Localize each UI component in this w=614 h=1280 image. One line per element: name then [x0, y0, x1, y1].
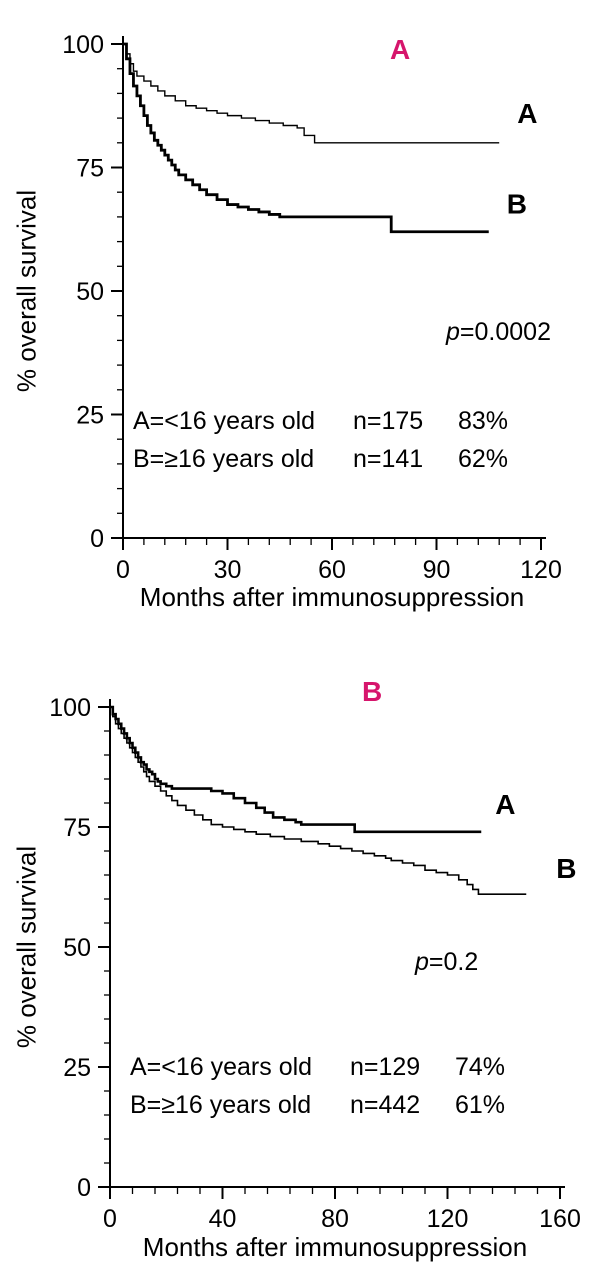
- x-tick-label: 160: [539, 1205, 581, 1233]
- x-tick-label: 40: [209, 1205, 237, 1233]
- y-tick-label: 25: [76, 402, 104, 430]
- legend-series-label: A=<16 years old: [133, 406, 316, 435]
- x-axis-label: Months after immunosuppression: [142, 1232, 528, 1262]
- x-tick-label: 0: [116, 556, 130, 584]
- p-number: =0.2: [428, 948, 479, 976]
- legend-row: B=≥16 years old n=141 62%: [133, 440, 508, 478]
- legend-n: n=141: [353, 444, 424, 473]
- panel-a-title: A: [390, 34, 411, 65]
- p-symbol: p: [446, 318, 460, 346]
- p-symbol: p: [415, 948, 429, 976]
- y-tick-label: 0: [77, 1174, 91, 1202]
- y-tick-label: 100: [49, 694, 91, 722]
- y-tick-label: 25: [63, 1054, 91, 1082]
- curve-end-label-B: B: [507, 189, 527, 220]
- x-tick-label: 120: [520, 556, 562, 584]
- survival-curve-B: [110, 706, 527, 895]
- legend-pct: 74%: [455, 1052, 506, 1081]
- km-plot-b: 0 40 80 120 160 0 25 50 75 100 A B: [49, 694, 581, 1233]
- x-tick-label: 30: [214, 556, 242, 584]
- x-tick-label: 120: [427, 1205, 469, 1233]
- x-tick-label: 0: [103, 1205, 117, 1233]
- x-axis-label: Months after immunosuppression: [139, 582, 525, 612]
- legend-n: n=175: [353, 406, 424, 435]
- panel-a: 0 30 60 90 120 0 25 50 75 100 A B A % overall survi…: [11, 31, 562, 612]
- legend-n: n=442: [350, 1090, 421, 1119]
- y-tick-label: 50: [63, 934, 91, 962]
- curve-end-label-B: B: [556, 853, 576, 884]
- legend-pct: 61%: [455, 1090, 506, 1119]
- x-tick-label: 90: [423, 556, 451, 584]
- y-tick-label: 0: [90, 525, 104, 553]
- survival-curve-A: [123, 43, 500, 144]
- legend-row: B=≥16 years old n=442 61%: [130, 1086, 505, 1124]
- legend-row: A=<16 years old n=129 74%: [130, 1048, 505, 1086]
- legend: A=<16 years old n=175 83% B=≥16 years ol…: [133, 402, 508, 478]
- y-tick-label: 75: [76, 155, 104, 183]
- y-tick-label: 100: [62, 31, 104, 59]
- legend-series-label: B=≥16 years old: [133, 444, 315, 473]
- y-axis-label: % overall survival: [11, 189, 42, 393]
- p-number: =0.0002: [459, 318, 551, 346]
- p-value: p=0.0002: [446, 318, 551, 347]
- x-tick-label: 60: [318, 556, 346, 584]
- panel-b-title: B: [362, 676, 383, 707]
- panel-b: 0 40 80 120 160 0 25 50 75 100 A B B % overall surv…: [0, 640, 614, 1280]
- y-tick-label: 50: [76, 278, 104, 306]
- legend-pct: 62%: [458, 444, 509, 473]
- legend-row: A=<16 years old n=175 83%: [133, 402, 508, 440]
- legend-n: n=129: [350, 1052, 421, 1081]
- p-value: p=0.2: [415, 948, 478, 977]
- km-plot-a: 0 30 60 90 120 0 25 50 75 100 A B: [62, 31, 562, 584]
- legend: A=<16 years old n=129 74% B=≥16 years ol…: [130, 1048, 505, 1124]
- x-tick-label: 80: [321, 1205, 349, 1233]
- survival-curve-A: [110, 705, 482, 834]
- y-axis-label: % overall survival: [11, 845, 42, 1049]
- curve-end-label-A: A: [495, 789, 515, 820]
- survival-curve-B: [123, 42, 489, 234]
- legend-series-label: B=≥16 years old: [130, 1090, 312, 1119]
- legend-series-label: A=<16 years old: [130, 1052, 313, 1081]
- y-tick-label: 75: [63, 814, 91, 842]
- legend-pct: 83%: [458, 406, 509, 435]
- curve-end-label-A: A: [517, 98, 537, 129]
